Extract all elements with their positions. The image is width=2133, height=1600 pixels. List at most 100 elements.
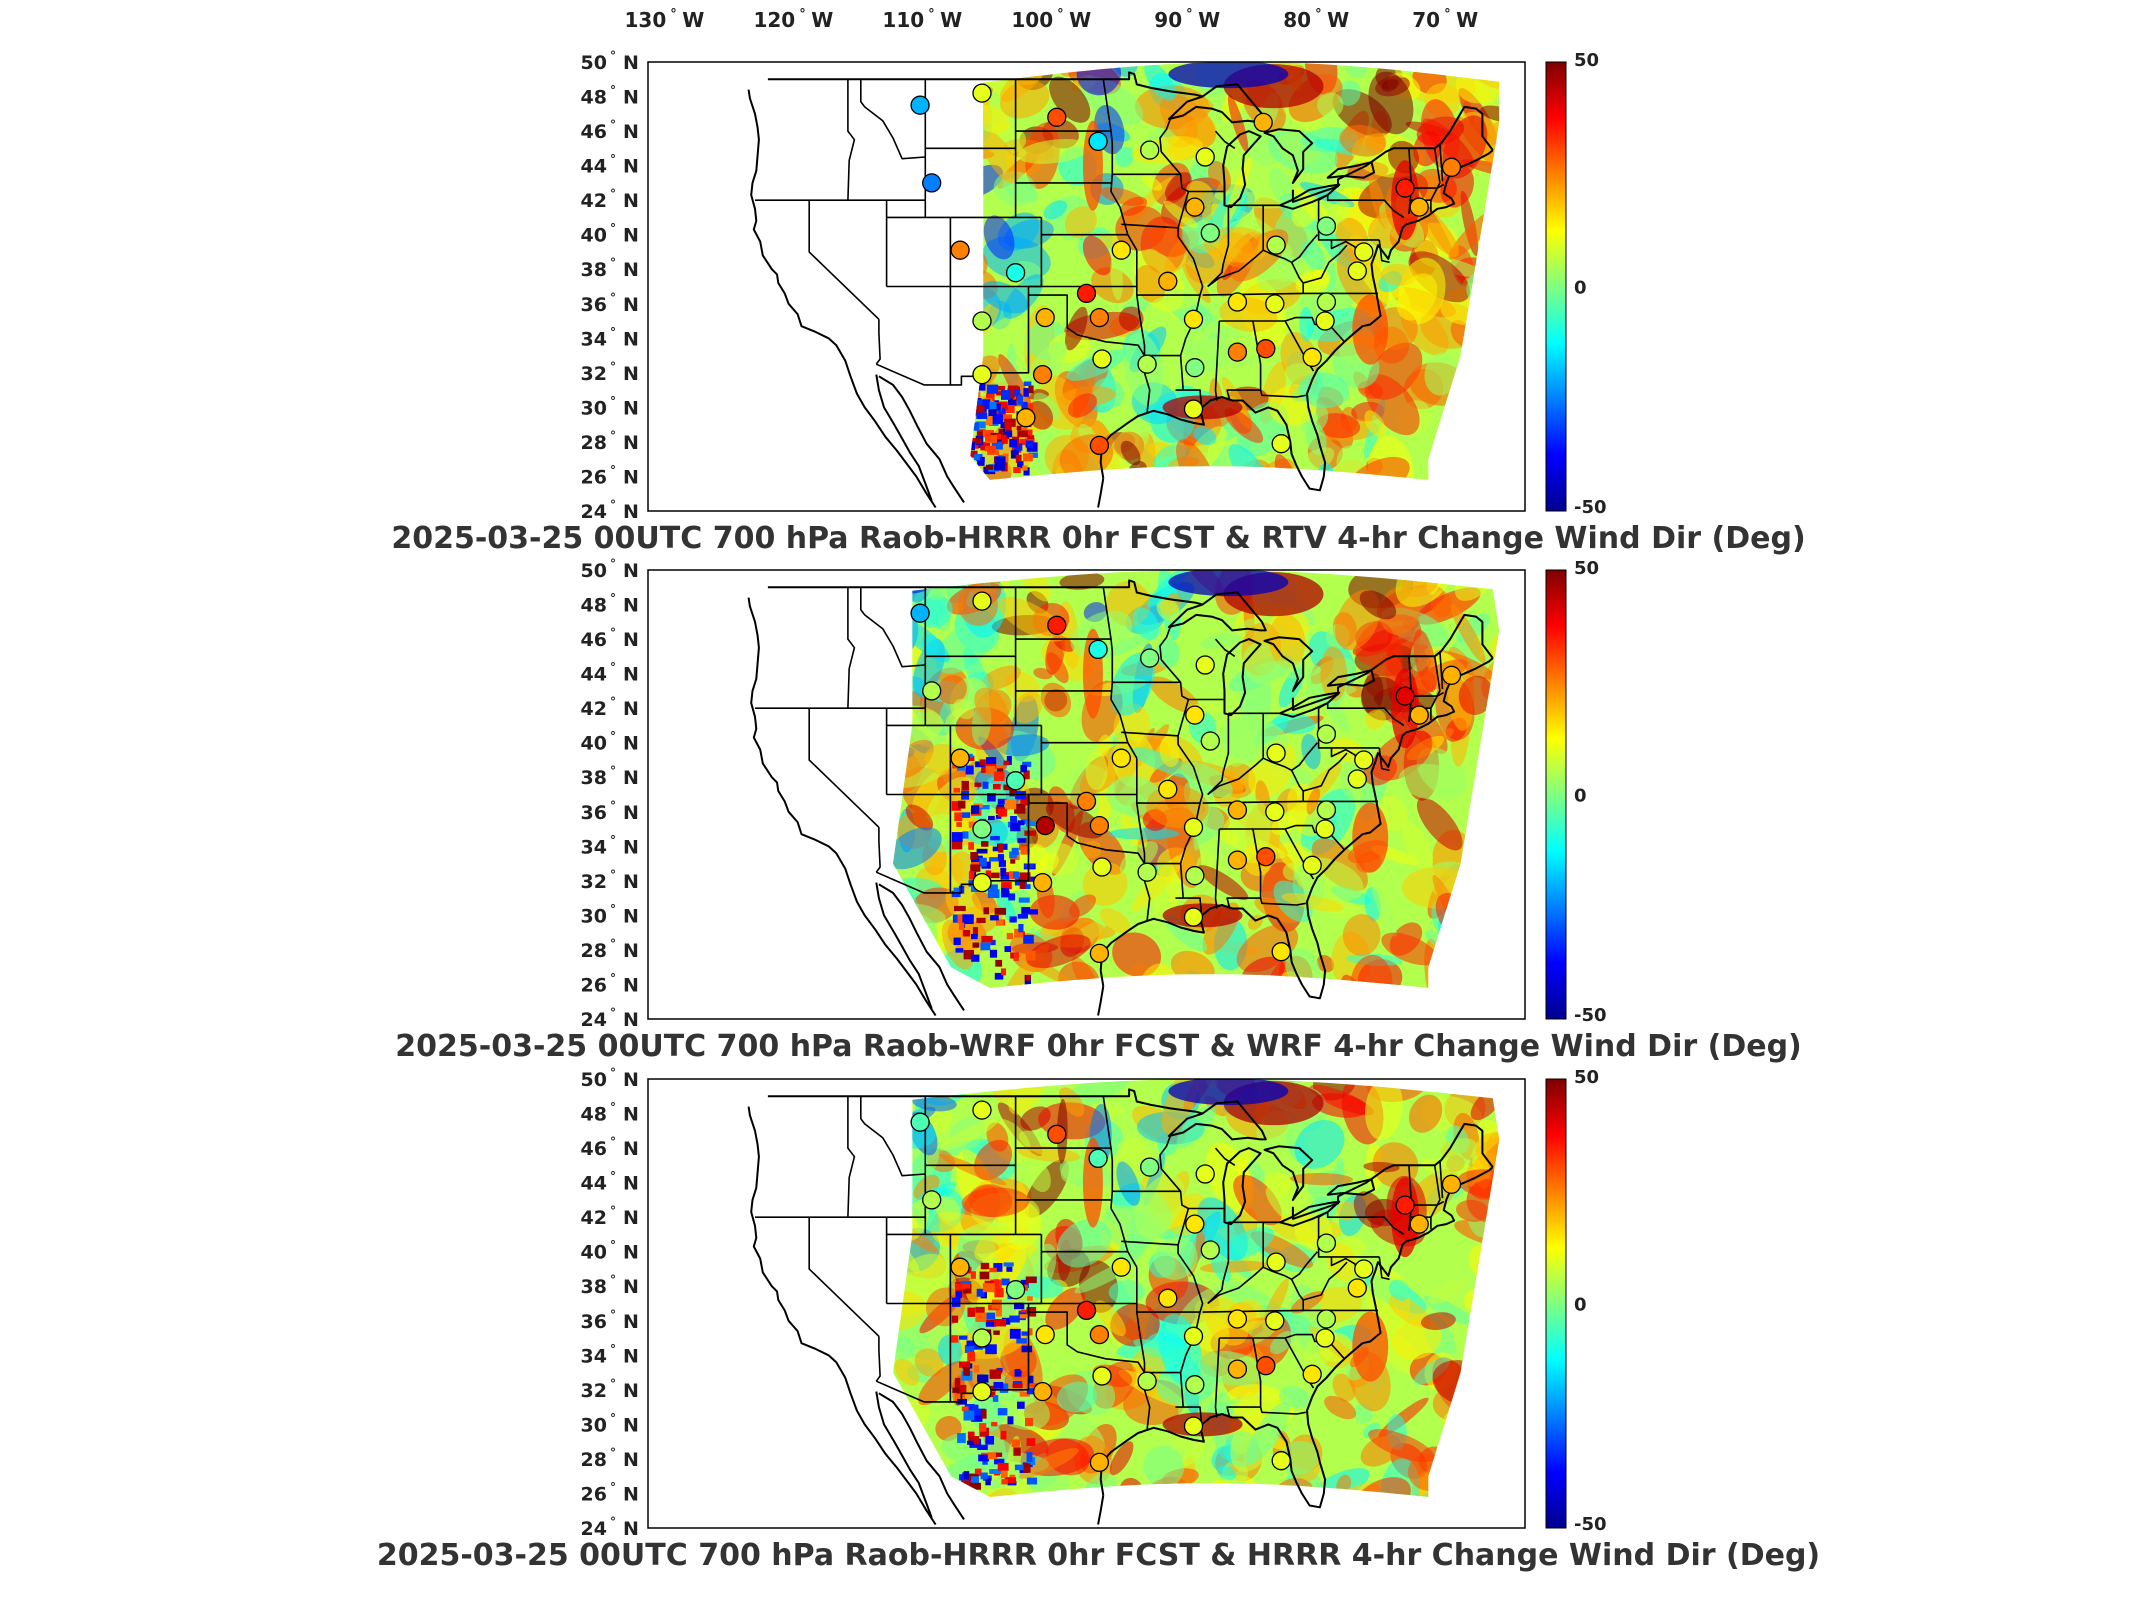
colorbar: 50 0 -50 xyxy=(1545,558,1607,1026)
field-noise xyxy=(981,399,991,410)
state-boundary xyxy=(1179,1372,1184,1408)
field-cell xyxy=(1203,1296,1249,1346)
state-boundary xyxy=(1430,1165,1441,1230)
coastline xyxy=(1097,478,1105,508)
field-cell xyxy=(1115,146,1135,167)
field-noise xyxy=(1025,440,1034,448)
state-boundary xyxy=(1378,747,1390,772)
field-noise xyxy=(1007,1416,1014,1425)
field-cell xyxy=(1420,1312,1456,1330)
field-cell xyxy=(1388,1279,1411,1301)
lon-hemisphere: W xyxy=(811,8,833,32)
raob-station-marker xyxy=(1302,347,1322,367)
state-boundary xyxy=(1175,897,1203,912)
lat-tick-number: 26 xyxy=(581,974,607,996)
field-noise xyxy=(951,1315,959,1323)
lake-outline xyxy=(1279,183,1341,210)
field-noise xyxy=(989,857,1001,862)
lat-hemisphere: N xyxy=(623,466,639,488)
field-noise xyxy=(981,767,990,774)
raob-station-marker xyxy=(972,1100,992,1120)
field-noise xyxy=(985,765,996,775)
field-noise xyxy=(1022,761,1032,767)
field-cell xyxy=(1045,1287,1086,1330)
field-noise xyxy=(977,431,983,437)
field-noise xyxy=(953,937,961,945)
field-cell xyxy=(937,674,967,705)
field-cell xyxy=(1480,105,1500,123)
field-cell xyxy=(1427,1278,1467,1305)
field-cell xyxy=(1017,138,1091,164)
field-cell xyxy=(1153,1236,1198,1280)
field-noise xyxy=(1014,389,1021,397)
lake-outline xyxy=(1263,1145,1314,1201)
state-boundary xyxy=(875,1336,881,1382)
degree-symbol: ° xyxy=(610,833,616,847)
raob-station-marker xyxy=(1183,1326,1204,1346)
lon-tick-number: 90 xyxy=(1154,8,1182,32)
field-noise xyxy=(977,456,985,462)
raob-station-marker xyxy=(1092,349,1112,369)
state-boundary xyxy=(1214,828,1221,909)
lake-outline xyxy=(1168,1100,1267,1141)
lat-hemisphere: N xyxy=(623,1009,639,1031)
lat-tick-number: 28 xyxy=(581,1449,607,1471)
field-cell xyxy=(1364,410,1386,438)
field-cell xyxy=(939,1118,999,1151)
raob-station-marker xyxy=(1265,802,1285,822)
field-cell xyxy=(1058,1087,1085,1117)
field-noise xyxy=(984,445,997,452)
field-noise xyxy=(1001,390,1011,400)
lon-tick-label: 70 ° W xyxy=(1412,7,1478,32)
state-boundary xyxy=(1175,1406,1203,1421)
degree-symbol: ° xyxy=(610,1446,616,1460)
state-boundary xyxy=(847,587,856,709)
field-noise xyxy=(1026,1388,1039,1395)
field-noise xyxy=(952,914,958,923)
lon-tick-label: 120 ° W xyxy=(753,7,833,32)
field-noise xyxy=(995,403,1001,411)
field-noise xyxy=(1000,874,1010,880)
field-noise xyxy=(986,416,993,426)
field-noise xyxy=(1001,1479,1009,1485)
colorbar-ramp xyxy=(1545,1078,1567,1529)
degree-symbol: ° xyxy=(610,325,616,339)
state-boundary xyxy=(1214,1147,1236,1166)
raob-station-marker xyxy=(1183,907,1204,927)
state-boundary xyxy=(1262,1222,1319,1281)
raob-station-marker xyxy=(1265,294,1285,314)
field-noise xyxy=(951,801,961,811)
degree-symbol: ° xyxy=(610,626,616,640)
field-cell xyxy=(1204,226,1271,263)
lat-hemisphere: N xyxy=(623,190,639,212)
field-noise xyxy=(989,1369,1001,1379)
degree-symbol: ° xyxy=(610,1411,616,1425)
field-cell xyxy=(1401,822,1434,870)
raob-station-marker xyxy=(1032,1381,1053,1402)
field-noise xyxy=(1028,1375,1034,1385)
raob-station-marker xyxy=(1111,240,1131,260)
field-noise xyxy=(962,1284,971,1289)
state-boundary xyxy=(1175,389,1203,404)
field-noise xyxy=(1026,1438,1036,1446)
lat-tick-number: 38 xyxy=(581,259,607,281)
field-cell xyxy=(1224,408,1264,444)
field-noise xyxy=(975,1306,985,1316)
panel-title: 2025-03-25 00UTC 700 hPa Raob-HRRR 0hr F… xyxy=(391,521,1805,556)
field-noise xyxy=(1017,461,1024,469)
field-noise xyxy=(1027,876,1037,882)
field-cell xyxy=(1388,1295,1431,1328)
raob-station-marker xyxy=(1315,819,1335,839)
degree-symbol: ° xyxy=(610,1239,616,1253)
raob-station-marker xyxy=(910,1112,930,1132)
field-noise xyxy=(1000,1430,1007,1440)
raob-station-marker xyxy=(1302,1364,1322,1384)
map-panel-1: 50 ° N48 ° N46 ° N44 ° N42 ° N40 ° N38 ° N36 ° N34 ° N32 ° N… xyxy=(391,49,1805,556)
field-noise xyxy=(1006,932,1014,940)
field-noise xyxy=(1021,884,1031,889)
geography xyxy=(747,579,1494,1017)
field-noise xyxy=(963,1410,975,1421)
lat-tick-number: 30 xyxy=(581,397,607,419)
field-noise xyxy=(985,393,995,402)
field-noise xyxy=(1028,385,1034,394)
